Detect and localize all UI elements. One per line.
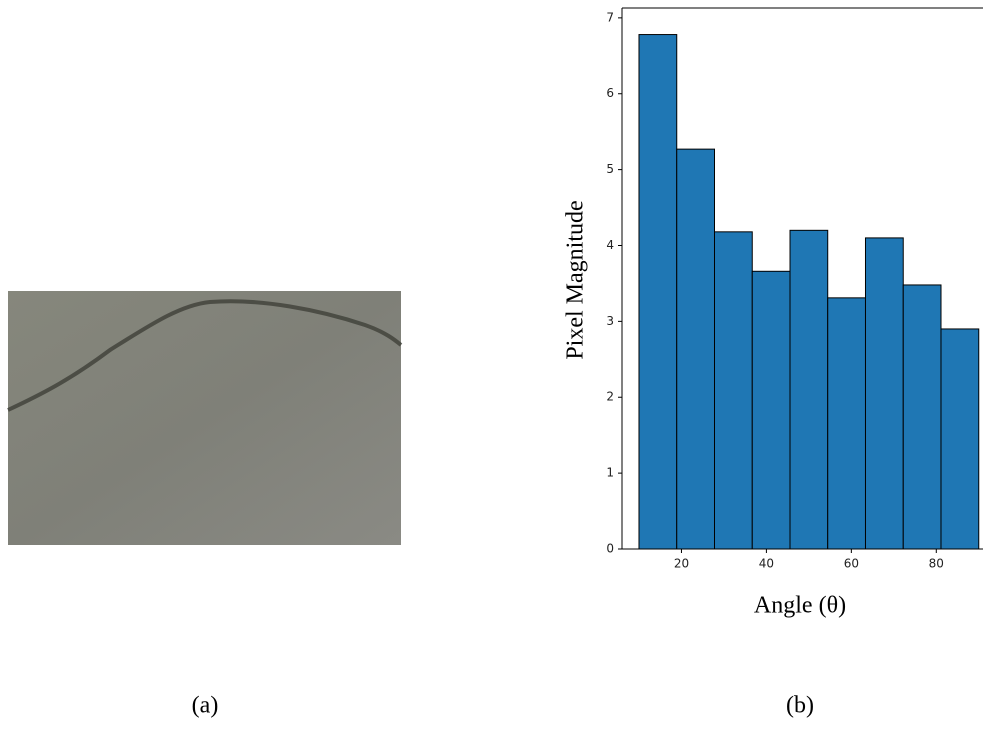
bar (864, 237, 904, 550)
y-tick-label: 7 (606, 10, 614, 24)
photo-crack (7, 299, 403, 412)
bar (902, 284, 942, 550)
x-axis-label: Angle (θ) (754, 593, 846, 619)
bar (751, 270, 791, 550)
y-axis-label: Pixel Magnitude (563, 200, 589, 359)
bar (827, 297, 866, 550)
bar (714, 231, 753, 550)
y-tick-label: 0 (606, 542, 614, 556)
bar (676, 148, 716, 550)
y-tick-label: 1 (606, 466, 614, 480)
y-tick-label: 2 (606, 390, 614, 404)
y-tick-label: 5 (606, 162, 614, 176)
photo (7, 291, 403, 545)
x-tick-label: 20 (674, 557, 689, 571)
y-tick-label: 6 (606, 86, 614, 100)
y-tick-label: 4 (606, 238, 614, 252)
panel-label: (a) (192, 693, 219, 719)
plot-area: 0 1 2 3 4 5 6 7 20 40 60 80 (606, 7, 983, 571)
x-tick-label: 60 (844, 557, 859, 571)
y-tick-label: 3 (606, 314, 614, 328)
x-tick-label: 80 (929, 557, 944, 571)
photo-background (8, 291, 401, 545)
bar (940, 328, 980, 550)
panel-label: (b) (786, 693, 814, 719)
bar (638, 34, 678, 550)
bar (789, 229, 829, 550)
x-tick-label: 40 (759, 557, 774, 571)
